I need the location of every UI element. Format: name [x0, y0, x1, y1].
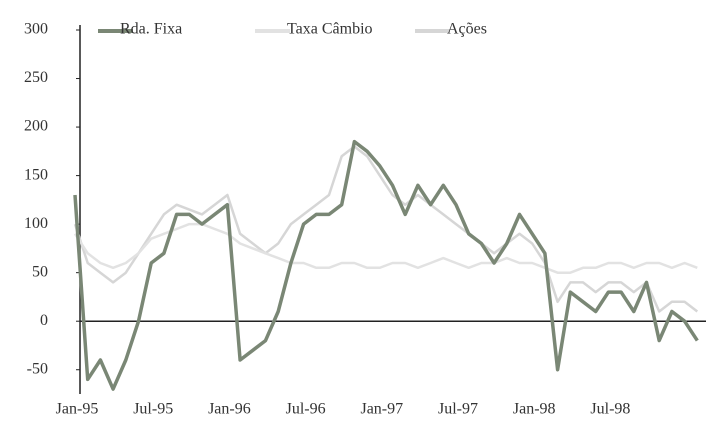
x-tick-label: Jul-95 — [133, 401, 173, 418]
y-tick-label: 100 — [24, 215, 48, 232]
x-tick-label: Jul-97 — [438, 401, 478, 418]
y-tick-label: 0 — [40, 312, 48, 329]
series-line — [73, 222, 698, 274]
series-line — [73, 145, 699, 313]
y-tick-label: 200 — [24, 118, 48, 135]
x-tick-label: Jan-97 — [360, 401, 403, 418]
legend-label: Taxa Câmbio — [287, 21, 373, 38]
series-line — [73, 139, 699, 391]
legend-label: Rda. Fixa — [120, 21, 182, 38]
y-tick-label: 50 — [32, 263, 48, 280]
y-tick-label: -50 — [27, 360, 48, 377]
legend-label: Ações — [447, 21, 487, 38]
x-tick-label: Jan-96 — [208, 401, 251, 418]
x-tick-label: Jan-95 — [56, 401, 99, 418]
y-tick-label: 300 — [24, 21, 48, 38]
x-tick-label: Jan-98 — [513, 401, 556, 418]
x-tick-label: Jul-96 — [286, 401, 326, 418]
y-tick-label: 250 — [24, 69, 48, 86]
x-tick-label: Jul-98 — [590, 401, 630, 418]
y-tick-label: 150 — [24, 166, 48, 183]
